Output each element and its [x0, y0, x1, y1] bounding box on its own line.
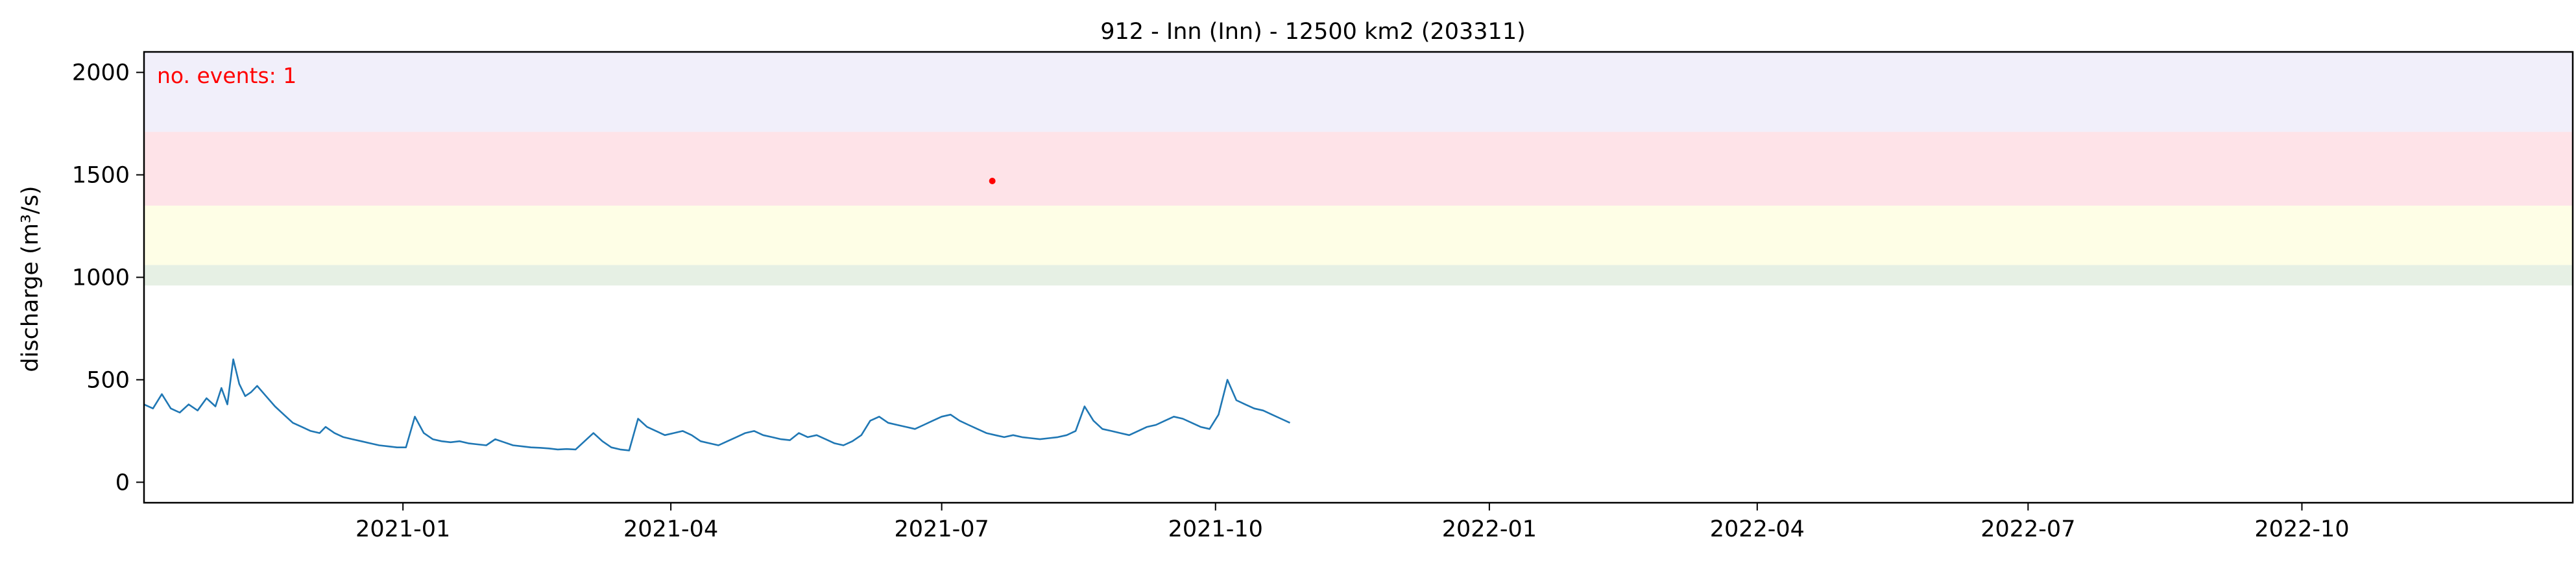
x-tick-label: 2022-10: [2254, 516, 2349, 542]
x-tick-label: 2022-04: [1710, 516, 1805, 542]
y-axis: 0 500 1000 1500 2000: [72, 60, 144, 496]
y-axis-label: discharge (m³/s): [18, 186, 43, 372]
y-tick-label: 500: [86, 367, 130, 393]
y-tick-label: 1000: [72, 265, 130, 291]
chart-title: 912 - Inn (Inn) - 12500 km2 (203311): [1100, 19, 1526, 45]
event-marker: [989, 178, 996, 185]
event-marker-group: [989, 178, 996, 185]
threshold-band-4: [144, 52, 2573, 132]
x-tick-label: 2021-10: [1168, 516, 1263, 542]
threshold-band-2: [144, 205, 2573, 265]
y-tick-label: 2000: [72, 60, 130, 86]
x-tick-label: 2021-07: [895, 516, 989, 542]
threshold-bands: [144, 52, 2573, 286]
x-tick-label: 2022-07: [1980, 516, 2075, 542]
x-tick-label: 2022-01: [1442, 516, 1537, 542]
series-group: [143, 358, 1291, 451]
threshold-band-3: [144, 132, 2573, 206]
x-tick-label: 2021-01: [355, 516, 450, 542]
discharge-series-line: [143, 358, 1291, 451]
x-axis: 2021-01 2021-04 2021-07 2021-10 2022-01 2022-…: [355, 503, 2350, 542]
x-tick-label: 2021-04: [623, 516, 718, 542]
threshold-band-1: [144, 265, 2573, 286]
y-tick-label: 1500: [72, 163, 130, 189]
y-tick-label: 0: [115, 470, 130, 496]
event-count-annotation: no. events: 1: [157, 63, 296, 88]
